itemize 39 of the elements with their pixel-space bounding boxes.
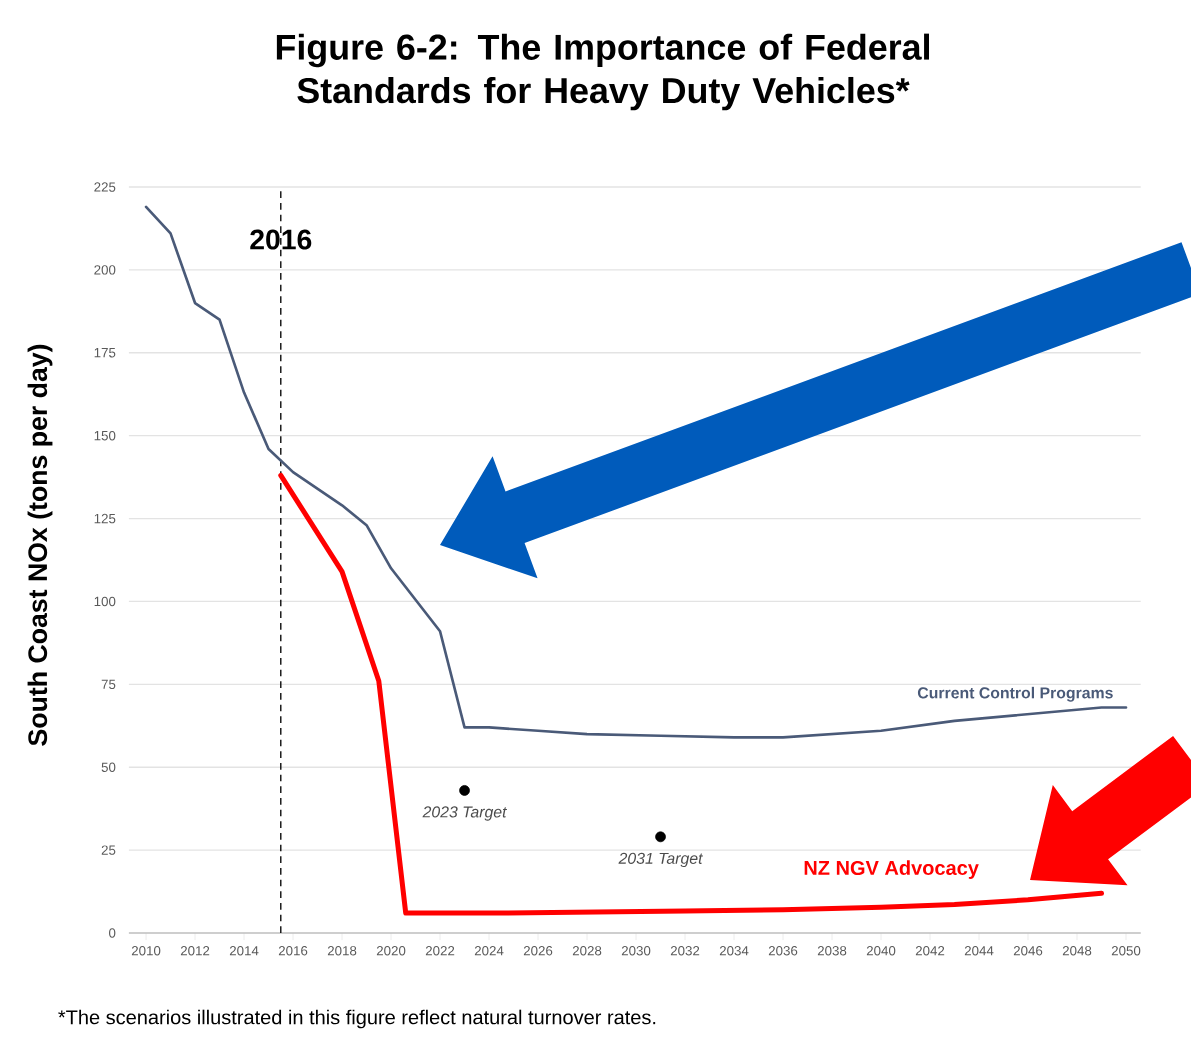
y-tick-label: 225 [94,182,116,192]
x-tick-label: 2020 [376,946,406,956]
y-tick-label: 200 [94,265,116,275]
x-tick-label: 2028 [572,946,602,956]
x-tick-label: 2036 [768,946,798,956]
x-tick-label: 2014 [229,946,259,956]
x-tick-label: 2026 [523,946,553,956]
x-tick-label: 2042 [915,946,945,956]
x-tick-label: 2022 [425,946,455,956]
x-tick-label: 2034 [719,946,749,956]
y-tick-label: 75 [101,679,116,689]
x-tick-label: 2010 [131,946,161,956]
chart-title: Figure 6-2: The Importance of Federal Standards for Heavy Duty Vehicles* [276,33,929,111]
x-tick-label: 2040 [866,946,896,956]
y-tick-label: 25 [101,845,116,855]
y-axis-title: South Coast NOx (tons per day) [27,344,53,746]
x-tick-label: 2046 [1013,946,1043,956]
x-tick-label: 2018 [327,946,357,956]
y-tick-label: 175 [94,348,116,358]
y-tick-label: 0 [109,928,116,938]
y-tick-label: 50 [101,762,116,772]
x-tick-label: 2050 [1111,946,1141,956]
y-tick-label: 150 [94,430,116,441]
text: *The scenarios illustrated in this figure reflect natural turnover rates. [58,1009,656,1029]
annotation: 2023 Target [422,806,508,821]
x-tick-label: 2048 [1062,946,1092,956]
x-tick-label: 2024 [474,946,504,956]
y-tick-label: 100 [94,596,116,607]
x-tick-label: 2032 [670,946,700,956]
x-tick-label: 2038 [817,946,847,956]
series-label: NZ NGV Advocacy [804,860,979,879]
x-tick-label: 2012 [180,946,210,956]
x-tick-label: 2030 [621,946,651,956]
x-tick-label: 2044 [964,946,994,956]
y-tick-label: 125 [94,513,116,524]
ref-line-label: 2016 [250,229,312,250]
annotation: 2031 Target [618,852,704,868]
series-label: Current Control Programs [917,686,1113,702]
x-tick-label: 2016 [278,946,308,956]
